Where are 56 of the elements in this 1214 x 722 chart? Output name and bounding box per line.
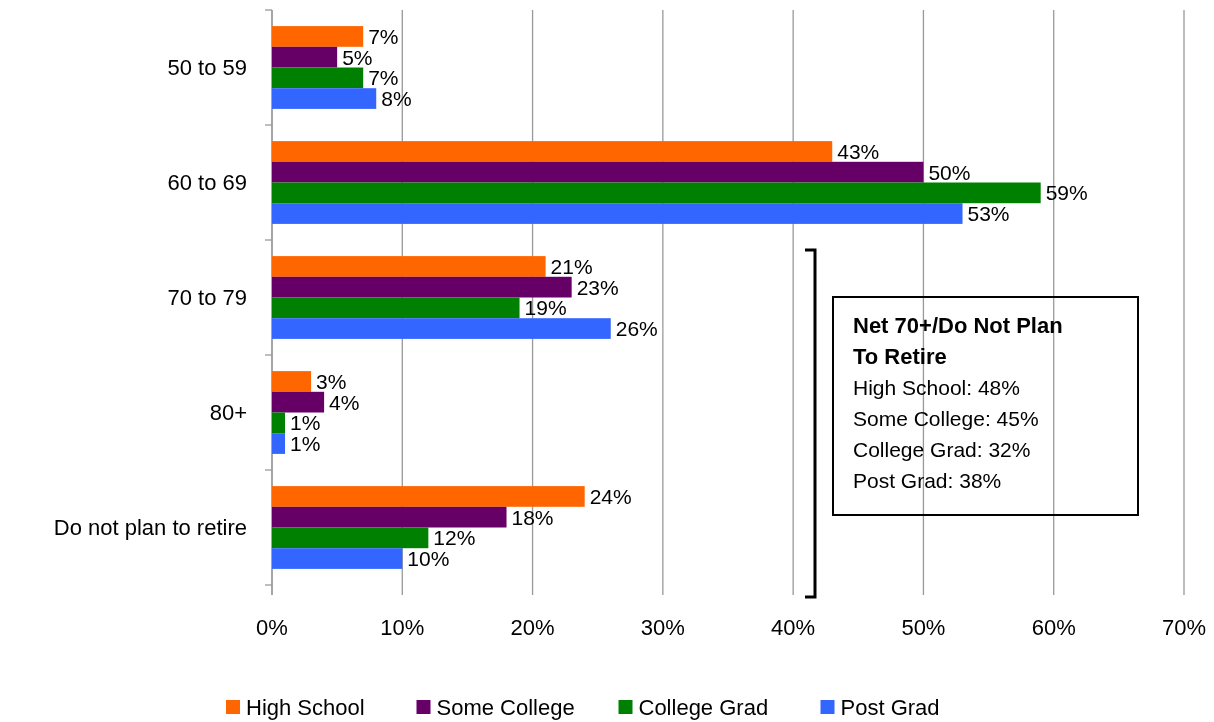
data-label: 23% — [576, 275, 619, 299]
data-label: 7% — [368, 24, 399, 48]
data-label: 3% — [316, 369, 347, 393]
data-label: 19% — [524, 296, 567, 320]
bar — [272, 276, 572, 298]
y-tick-label: 80+ — [209, 400, 247, 426]
annotation: Post Grad: 38% — [853, 469, 1002, 492]
x-tick-label: 30% — [640, 615, 685, 640]
x-tick-label: 0% — [256, 615, 288, 640]
data-label: 24% — [589, 484, 632, 508]
bar — [272, 141, 833, 162]
x-tick-label: 60% — [1031, 615, 1076, 640]
data-label: 50% — [928, 160, 971, 184]
bar — [272, 297, 520, 319]
data-label: 59% — [1045, 181, 1088, 205]
data-label: 21% — [550, 254, 593, 278]
x-tick-label: 20% — [510, 615, 555, 640]
legend-label: High School — [246, 694, 365, 720]
x-tick-label: 40% — [771, 615, 816, 640]
data-label: 43% — [837, 139, 880, 163]
bar — [272, 433, 286, 454]
y-tick-label: 50 to 59 — [167, 55, 247, 81]
bar — [272, 486, 585, 507]
legend-label: College Grad — [638, 694, 769, 720]
y-tick-label: 70 to 79 — [167, 285, 247, 311]
annotation: Net 70+/Do Not Plan To Retire — [853, 313, 1063, 369]
legend-label: Some College — [436, 694, 575, 720]
data-label: 53% — [967, 201, 1010, 225]
bar — [272, 527, 429, 549]
bar — [272, 46, 338, 68]
y-tick-label: 60 to 69 — [167, 170, 247, 196]
x-tick-label: 10% — [380, 615, 425, 640]
bar — [272, 26, 364, 47]
annotation: Some College: 45% — [853, 407, 1039, 430]
bar — [272, 371, 312, 392]
annotation: College Grad: 32% — [853, 438, 1031, 461]
x-tick-label: 50% — [901, 615, 946, 640]
bar — [272, 203, 963, 224]
bar — [272, 67, 364, 89]
bar — [272, 318, 611, 339]
bar — [272, 506, 507, 528]
annotation: High School: 48% — [853, 376, 1020, 399]
data-label: 5% — [342, 45, 373, 69]
bar — [272, 548, 403, 569]
data-label: 18% — [511, 505, 554, 529]
legend-label: Post Grad — [840, 694, 940, 720]
x-tick-label: 70% — [1161, 615, 1207, 640]
y-tick-label: Do not plan to retire — [53, 515, 247, 541]
bar — [272, 88, 377, 109]
bar — [272, 256, 546, 277]
data-label: 26% — [615, 316, 658, 340]
bar — [272, 182, 1041, 204]
bar — [272, 412, 286, 434]
data-label: 4% — [329, 390, 360, 414]
bar — [272, 161, 924, 183]
bar — [272, 391, 325, 413]
